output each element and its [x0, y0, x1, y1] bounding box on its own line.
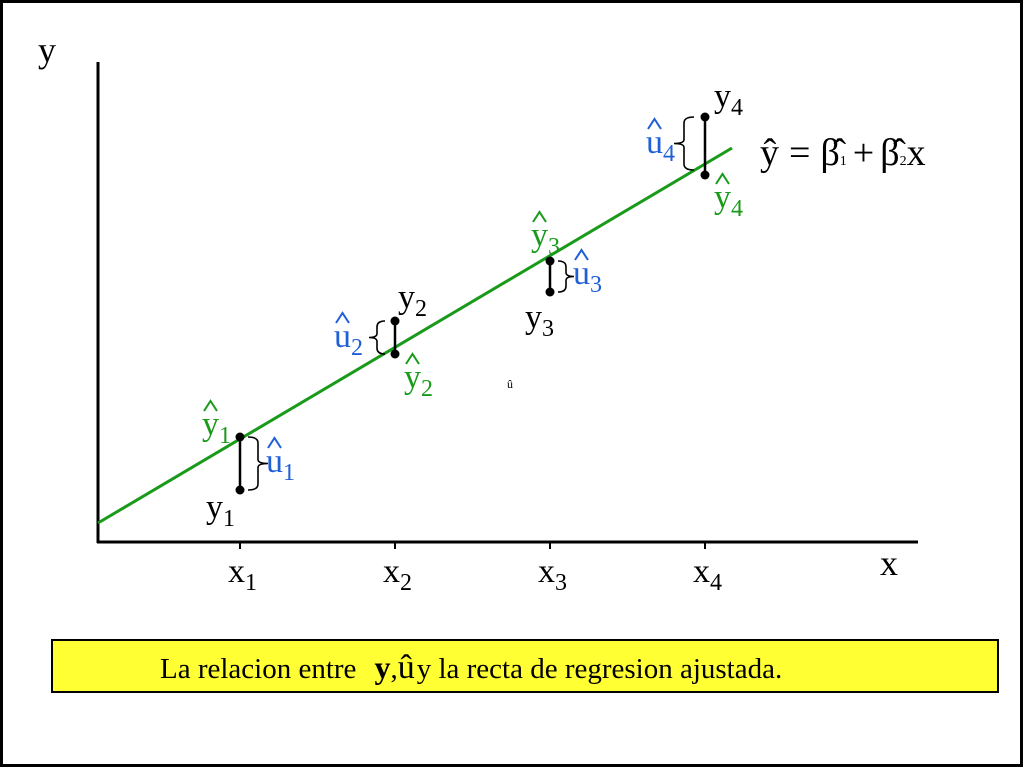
observed-label: y1: [206, 489, 235, 532]
eq-b2-sub: 2: [900, 154, 907, 169]
residual-label-sub: 4: [663, 141, 675, 167]
hat: [267, 436, 282, 449]
residual-label-sub: 2: [351, 335, 363, 361]
x-label: x4: [693, 553, 722, 596]
residual-label: u3: [573, 255, 602, 298]
fitted-point: [545, 256, 555, 266]
fitted-label-sub: 2: [421, 376, 433, 402]
x-label-base: x: [693, 553, 710, 590]
brace: [557, 260, 575, 293]
hat: [335, 311, 350, 324]
fitted-label-sub: 3: [548, 234, 560, 260]
caption-u: û: [398, 649, 415, 686]
caption-post: y la recta de regresion ajustada.: [417, 653, 783, 685]
fitted-label: y2: [404, 359, 433, 402]
observed-label-sub: 1: [223, 506, 235, 532]
observed-label: y2: [398, 279, 427, 322]
hat: [203, 399, 218, 412]
x-label-base: x: [538, 553, 555, 590]
x-label-sub: 4: [710, 570, 722, 596]
hat: [647, 117, 662, 130]
hat: [574, 248, 589, 261]
observed-point: [700, 112, 710, 122]
x-label-sub: 1: [245, 570, 257, 596]
residual-label: u2: [334, 318, 363, 361]
hat: [405, 352, 420, 365]
fitted-point: [390, 349, 400, 359]
brace: [673, 116, 695, 171]
x-label-sub: 2: [400, 570, 412, 596]
eq-plus: +: [853, 132, 874, 174]
equation: ŷ = β̂1 + β̂2x: [760, 132, 926, 174]
fitted-label-base: y: [404, 359, 421, 396]
x-label-base: x: [228, 553, 245, 590]
eq-b1-sub: 1: [840, 154, 847, 169]
eq-equals: =: [789, 132, 810, 174]
fitted-label: y3: [531, 217, 560, 260]
observed-label-base: y: [398, 279, 415, 316]
caption: La relacion entre y,ûy la recta de regres…: [160, 649, 782, 686]
residual-label-base: u: [646, 124, 663, 161]
x-label: x2: [383, 553, 412, 596]
caption-pre: La relacion entre: [160, 653, 356, 685]
observed-label-sub: 4: [731, 95, 743, 121]
observed-point: [390, 316, 400, 326]
observed-label-base: y: [525, 299, 542, 336]
caption-comma: ,: [390, 653, 397, 685]
caption-box: [51, 639, 999, 693]
observed-point: [235, 485, 245, 495]
residual-label: u4: [646, 124, 675, 167]
observed-point: [545, 287, 555, 297]
residual-label-base: u: [573, 255, 590, 292]
residual-label-sub: 1: [283, 460, 295, 486]
residual-label-base: u: [334, 318, 351, 355]
y-axis-label: y: [38, 30, 56, 70]
residual-label-sub: 3: [590, 272, 602, 298]
fitted-label: y1: [202, 406, 231, 449]
observed-label: y4: [714, 78, 743, 121]
x-label: x3: [538, 553, 567, 596]
brace: [247, 436, 269, 491]
observed-label: y3: [525, 299, 554, 342]
x-axis-label: x: [880, 543, 898, 583]
observed-label-sub: 2: [415, 296, 427, 322]
hat: [715, 172, 730, 185]
x-label: x1: [228, 553, 257, 596]
hat: [532, 210, 547, 223]
eq-x: x: [907, 132, 926, 174]
x-label-base: x: [383, 553, 400, 590]
observed-label-base: y: [206, 489, 223, 526]
fitted-label-sub: 4: [731, 196, 743, 222]
fitted-point: [235, 432, 245, 442]
fitted-label-base: y: [202, 406, 219, 443]
x-label-sub: 3: [555, 570, 567, 596]
eq-lhs: ŷ: [760, 132, 779, 174]
fitted-point: [700, 170, 710, 180]
fitted-label-sub: 1: [219, 423, 231, 449]
fitted-label-base: y: [714, 179, 731, 216]
fitted-label: y4: [714, 179, 743, 222]
fitted-label-base: y: [531, 217, 548, 254]
residual-label: u1: [266, 443, 295, 486]
brace: [368, 320, 386, 355]
residual-label-base: u: [266, 443, 283, 480]
caption-y: y: [374, 649, 390, 685]
observed-label-base: y: [714, 78, 731, 115]
observed-label-sub: 3: [542, 316, 554, 342]
regression-line: [97, 146, 733, 525]
stray-symbol: û: [507, 377, 513, 391]
